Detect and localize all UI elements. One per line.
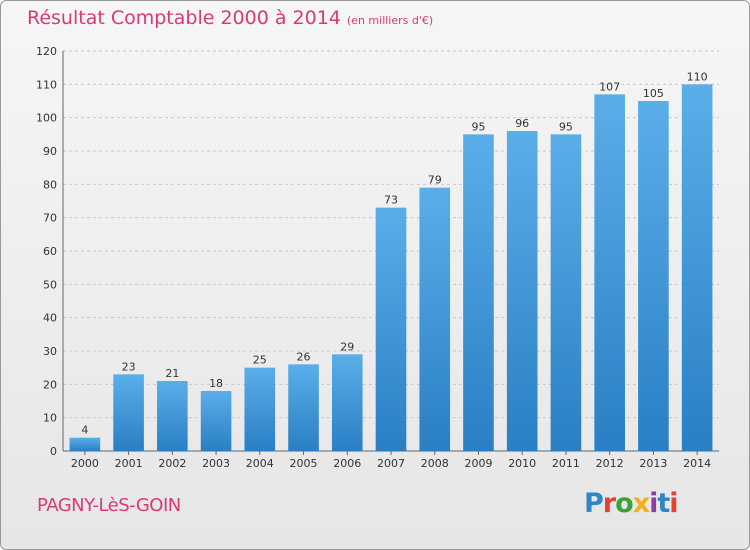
- logo-letter: x: [632, 488, 650, 519]
- bar-2008: [419, 187, 451, 451]
- y-tick-label: 80: [43, 178, 57, 191]
- data-label-2013: 105: [643, 87, 664, 100]
- data-label-2010: 96: [515, 117, 529, 130]
- data-label-2003: 18: [209, 377, 223, 390]
- data-label-2004: 25: [253, 354, 267, 367]
- bar-2006: [331, 354, 363, 451]
- x-tick-label: 2009: [464, 457, 492, 470]
- x-tick-label: 2013: [639, 457, 667, 470]
- y-tick-label: 40: [43, 312, 57, 325]
- data-label-2011: 95: [559, 120, 573, 133]
- data-labels: 4 23 21 18 25 26 29 73 79 95 96 95 107 105 110: [81, 70, 707, 436]
- x-tick-label: 2012: [596, 457, 624, 470]
- bar-2000: [69, 437, 101, 451]
- x-tick-label: 2003: [202, 457, 230, 470]
- logo-letter: r: [602, 488, 616, 519]
- commune-name: PAGNY-LèS-GOIN: [37, 495, 181, 516]
- x-tick-label: 2002: [158, 457, 186, 470]
- x-tick-label: 2006: [333, 457, 361, 470]
- y-tick-label: 30: [43, 345, 57, 358]
- x-tick-label: 2001: [115, 457, 143, 470]
- x-tick-label: 2000: [71, 457, 99, 470]
- y-tick-label: 20: [43, 378, 57, 391]
- data-label-2008: 79: [428, 174, 442, 187]
- bar-2003: [200, 391, 232, 451]
- x-tick-label: 2005: [290, 457, 318, 470]
- logo-letter: i: [649, 488, 658, 519]
- logo-letter: o: [615, 488, 634, 519]
- bar-2009: [463, 134, 494, 452]
- data-label-2009: 95: [471, 120, 485, 133]
- proxiti-logo[interactable]: Proxiti: [584, 488, 679, 519]
- chart-subtitle: (en milliers d'€): [346, 14, 434, 27]
- data-label-2007: 73: [384, 194, 398, 207]
- y-tick-label: 50: [43, 278, 57, 291]
- bars: [69, 84, 713, 452]
- logo-letter: P: [584, 488, 604, 519]
- data-label-2014: 110: [687, 70, 708, 83]
- data-label-2006: 29: [340, 340, 354, 353]
- bar-2005: [288, 364, 319, 451]
- bar-2011: [550, 134, 582, 452]
- bar-2012: [594, 94, 625, 451]
- x-tick-label: 2007: [377, 457, 405, 470]
- data-label-2001: 23: [122, 360, 136, 373]
- logo-letter: i: [669, 488, 678, 519]
- bar-2002: [157, 381, 188, 451]
- x-tick-label: 2008: [421, 457, 449, 470]
- y-tick-label: 90: [43, 145, 57, 158]
- x-tick-label: 2014: [683, 457, 711, 470]
- chart-title-text: Résultat Comptable 2000 à 2014: [27, 7, 341, 29]
- bar-2007: [375, 207, 407, 451]
- y-tick-label: 60: [43, 245, 57, 258]
- data-label-2005: 26: [297, 350, 311, 363]
- chart-title: Résultat Comptable 2000 à 2014 (en millie…: [27, 7, 433, 29]
- logo-letter: t: [657, 488, 670, 519]
- x-tick-label: 2010: [508, 457, 536, 470]
- data-label-2002: 21: [165, 367, 179, 380]
- x-tick-label: 2011: [552, 457, 580, 470]
- bar-2013: [638, 101, 669, 451]
- x-tick-label: 2004: [246, 457, 274, 470]
- y-tick-label: 70: [43, 212, 57, 225]
- y-tick-label: 120: [36, 45, 57, 58]
- bar-2014: [681, 84, 713, 451]
- bar-2010: [506, 131, 538, 451]
- y-tick-label: 110: [36, 78, 57, 91]
- bar-2001: [113, 374, 144, 451]
- y-tick-label: 100: [36, 112, 57, 125]
- y-tick-label: 0: [50, 445, 57, 458]
- bar-2004: [244, 367, 276, 451]
- y-tick-label: 10: [43, 412, 57, 425]
- data-label-2012: 107: [599, 80, 620, 93]
- data-label-2000: 4: [81, 424, 88, 437]
